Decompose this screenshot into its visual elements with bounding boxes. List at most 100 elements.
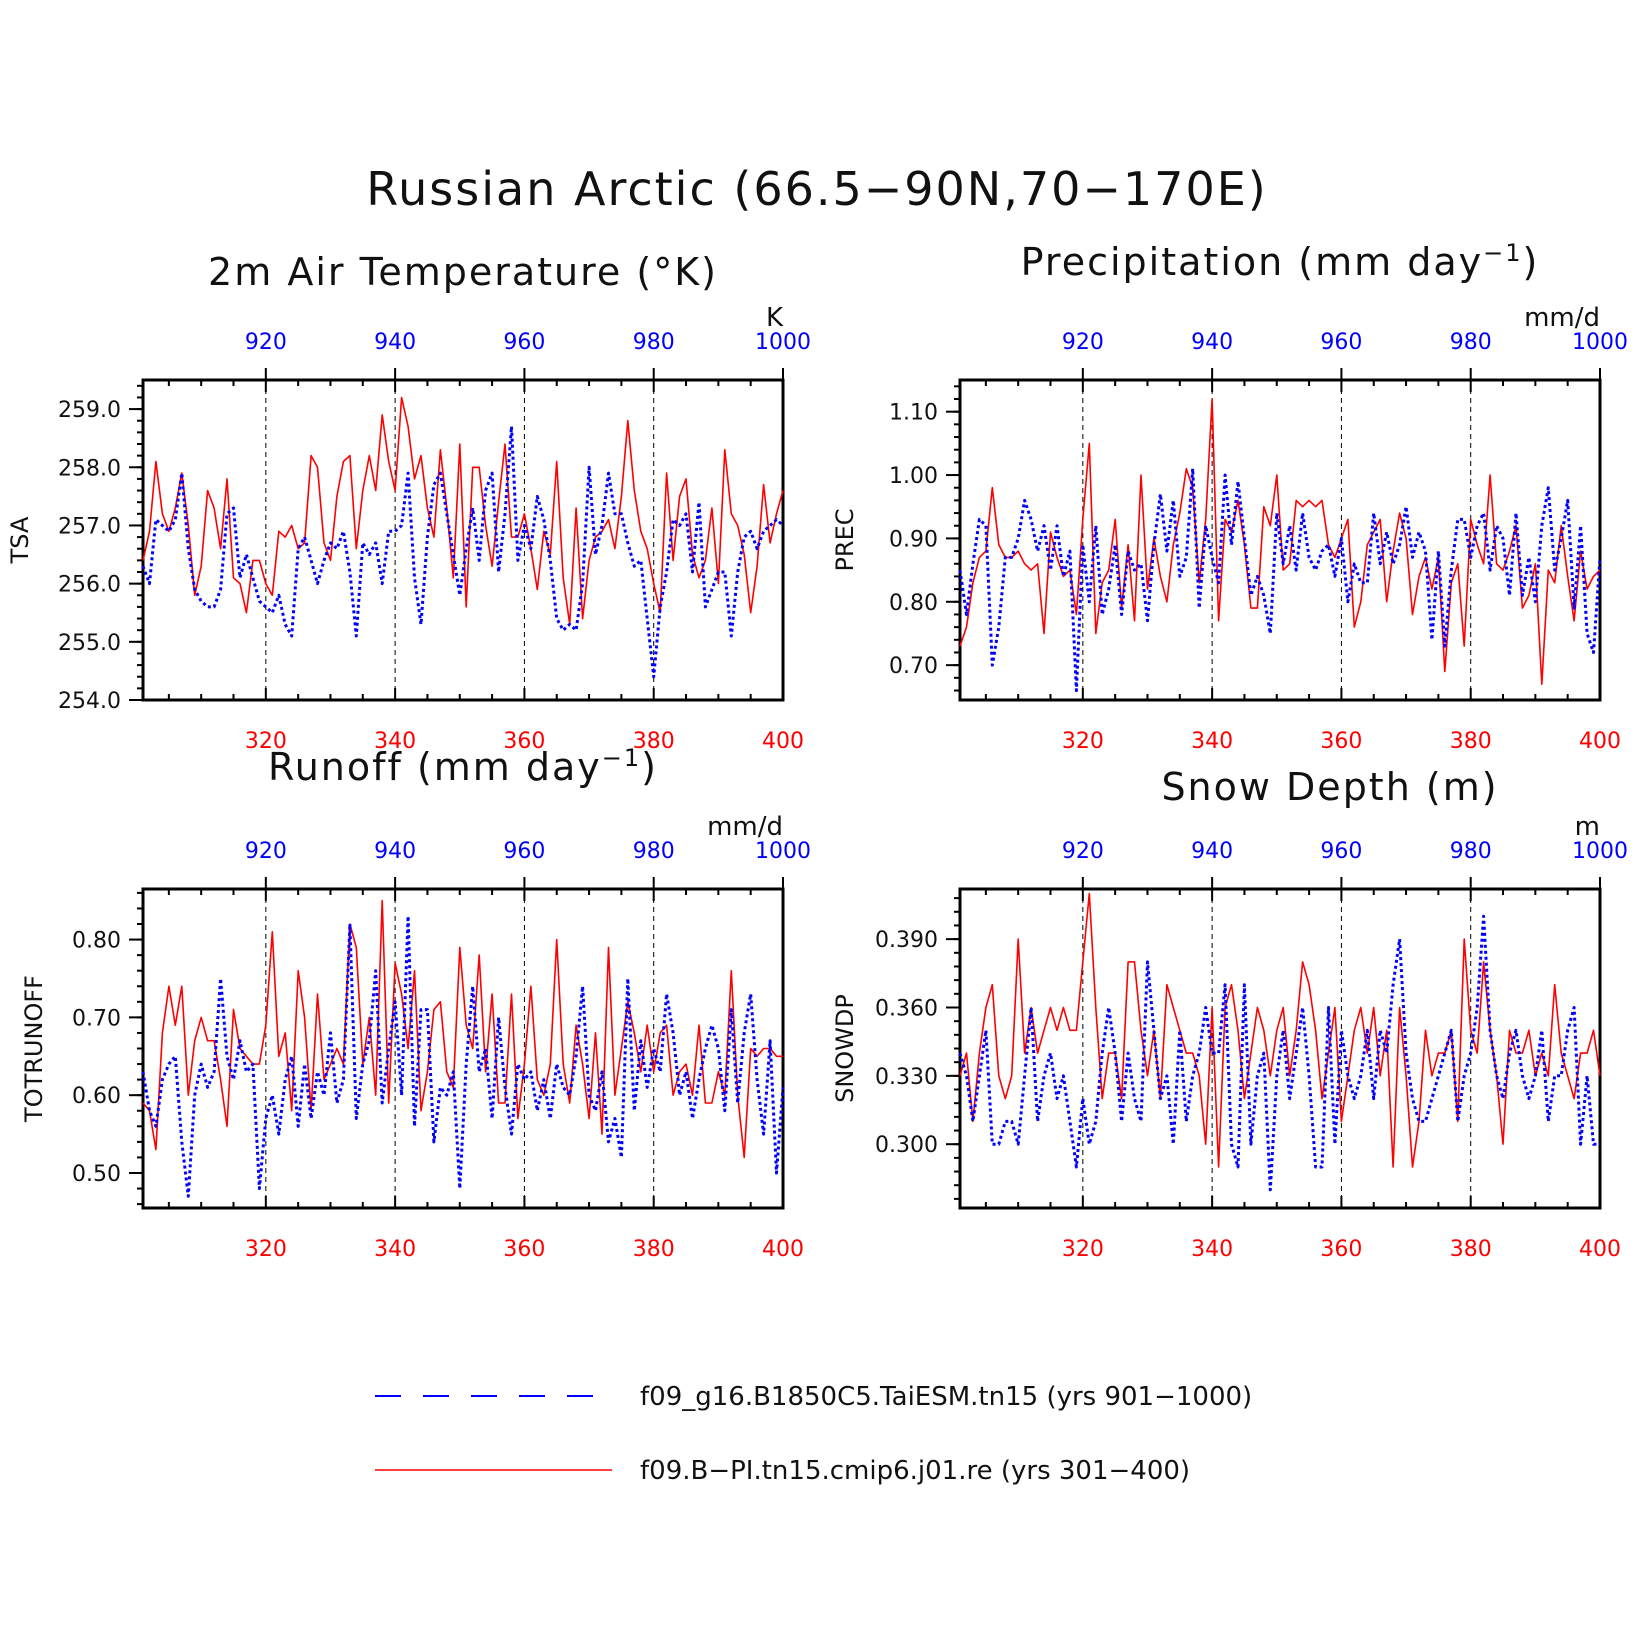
y-axis-label: SNOWDP [831,994,859,1103]
legend-label: f09.B−PI.tn15.cmip6.j01.re (yrs 301−400) [640,1456,1190,1486]
panel-title-end: ) [641,745,658,789]
top-x-tick-label: 980 [1450,330,1492,355]
top-x-tick-label: 920 [245,330,287,355]
legend-entry-2: f09.B−PI.tn15.cmip6.j01.re (yrs 301−400) [375,1456,1190,1486]
y-tick-label: 1.00 [889,464,938,489]
top-x-tick-label: 940 [1191,839,1233,864]
panel-title: 2m Air Temperature (°K) [208,250,718,294]
panel-title-text: 2m Air Temperature (°K) [208,250,718,294]
bottom-x-tick-label: 360 [1320,1237,1362,1262]
panel-title-text: Runoff (mm day [268,745,602,789]
y-tick-label: 254.0 [58,689,121,714]
top-x-tick-label: 980 [633,330,675,355]
top-x-tick-label: 940 [1191,330,1233,355]
top-x-tick-label: 1000 [1572,330,1628,355]
top-x-tick-label: 920 [245,839,287,864]
plot-frame [958,378,1602,702]
bottom-x-tick-label: 320 [1062,729,1104,754]
bottom-x-tick-label: 340 [374,1237,416,1262]
legend: f09_g16.B1850C5.TaiESM.tn15 (yrs 901−100… [375,1382,1252,1486]
y-tick-label: 0.70 [889,654,938,679]
bottom-x-tick-label: 400 [1579,729,1621,754]
plot-frame [141,378,785,702]
panel-title-text: Snow Depth (m) [1161,765,1498,809]
y-tick-label: 1.10 [889,401,938,426]
bottom-x-tick-label: 340 [1191,729,1233,754]
top-x-tick-label: 980 [1450,839,1492,864]
y-axis-label: PREC [831,508,859,571]
series-case1-line [141,914,785,1198]
series-case2-line [959,398,1601,686]
top-x-tick-label: 960 [503,839,545,864]
series-case2-line [142,396,784,626]
panel-title: Precipitation (mm day−1) [1021,239,1540,284]
y-tick-label: 0.50 [72,1162,121,1187]
series-case1-line [958,914,1600,1192]
y-tick-label: 255.0 [58,631,121,656]
y-tick-label: 259.0 [58,398,121,423]
y-tick-label: 0.390 [875,928,938,953]
panel-title-text: Precipitation (mm day [1021,240,1483,284]
bottom-x-tick-label: 360 [503,729,545,754]
y-tick-label: 0.300 [875,1133,938,1158]
y-axis-label: TSA [6,516,34,564]
y-tick-label: 0.360 [875,996,938,1021]
bottom-x-tick-label: 360 [503,1237,545,1262]
bottom-x-tick-label: 340 [374,729,416,754]
panel-snowdp: Snow Depth (m) m 320 340 360 380 400 920 940 960 9… [831,765,1628,1262]
plot-frame [958,887,1602,1210]
y-tick-label: 258.0 [58,456,121,481]
y-tick-label: 0.70 [72,1006,121,1031]
panel-title-superscript: −1 [602,744,641,772]
panel-title-superscript: −1 [1483,239,1522,267]
bottom-x-tick-label: 380 [633,729,675,754]
panel-title: Snow Depth (m) [1161,765,1498,809]
y-tick-label: 0.80 [72,929,121,954]
units-label: mm/d [1524,303,1600,333]
top-x-tick-label: 960 [1320,839,1362,864]
y-tick-label: 0.90 [889,527,938,552]
top-x-tick-label: 1000 [1572,839,1628,864]
bottom-x-tick-label: 320 [245,1237,287,1262]
y-tick-label: 0.60 [72,1084,121,1109]
bottom-x-tick-label: 380 [633,1237,675,1262]
series-case1-line [958,467,1602,692]
bottom-x-tick-label: 320 [1062,1237,1104,1262]
units-label: mm/d [707,812,783,842]
top-x-tick-label: 960 [1320,330,1362,355]
top-x-tick-label: 920 [1062,839,1104,864]
top-x-tick-label: 940 [374,330,416,355]
bottom-x-tick-label: 380 [1450,729,1492,754]
panel-tsa: 2m Air Temperature (°K) K 320 340 360 380 400 9… [6,250,811,754]
legend-label: f09_g16.B1850C5.TaiESM.tn15 (yrs 901−100… [640,1382,1252,1412]
panel-totrunoff: Runoff (mm day−1) mm/d 320 340 360 380 400 920 9… [20,744,811,1262]
top-x-tick-label: 920 [1062,330,1104,355]
bottom-x-tick-label: 360 [1320,729,1362,754]
bottom-x-tick-label: 320 [245,729,287,754]
top-x-tick-label: 940 [374,839,416,864]
panel-prec: Precipitation (mm day−1) mm/d 320 340 360 380… [831,239,1628,754]
figure-title: Russian Arctic (66.5−90N,70−170E) [366,162,1267,216]
panel-title: Runoff (mm day−1) [268,744,658,789]
top-x-tick-label: 960 [503,330,545,355]
panel-title-end: ) [1523,240,1540,284]
top-x-tick-label: 1000 [755,839,811,864]
bottom-x-tick-label: 340 [1191,1237,1233,1262]
series-case1-line [141,425,785,679]
bottom-x-tick-label: 380 [1450,1237,1492,1262]
top-x-tick-label: 1000 [755,330,811,355]
legend-entry-1: f09_g16.B1850C5.TaiESM.tn15 (yrs 901−100… [375,1382,1252,1412]
series-case2-line [959,892,1601,1168]
top-x-tick-label: 980 [633,839,675,864]
y-tick-label: 256.0 [58,573,121,598]
y-tick-label: 257.0 [58,514,121,539]
units-label: m [1575,812,1600,842]
units-label: K [766,303,784,333]
bottom-x-tick-label: 400 [762,729,804,754]
y-tick-label: 0.330 [875,1065,938,1090]
y-tick-label: 0.80 [889,591,938,616]
bottom-x-tick-label: 400 [1579,1237,1621,1262]
y-axis-label: TOTRUNOFF [20,975,48,1123]
series-case2-line [142,899,783,1159]
